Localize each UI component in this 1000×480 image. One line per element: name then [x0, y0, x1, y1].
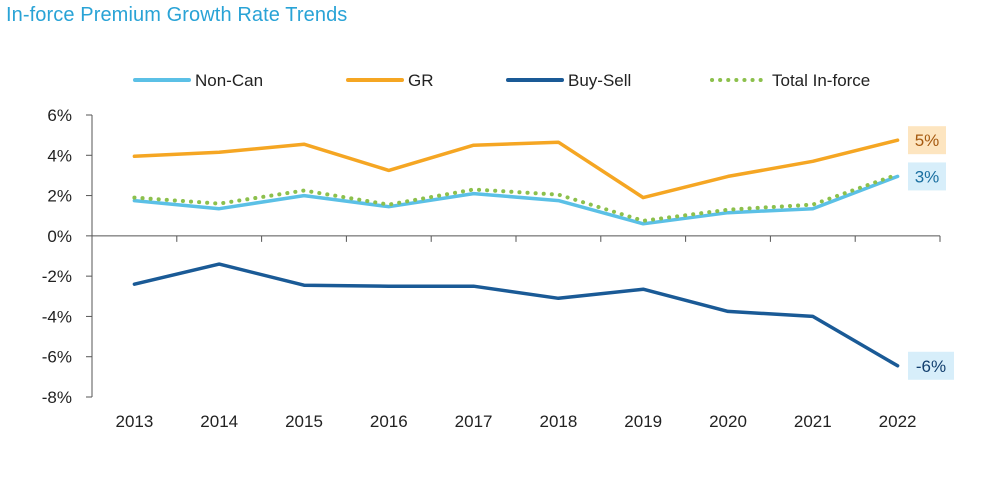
y-tick-label: -6%: [42, 348, 72, 367]
callout-label-gr: 5%: [915, 131, 940, 150]
y-tick-label: 2%: [47, 187, 72, 206]
x-tick-label: 2014: [200, 412, 238, 431]
callout-box-gr: [908, 126, 946, 155]
series-layer: [132, 138, 900, 368]
series-line-gr: [132, 138, 900, 200]
series-line-non-can: [132, 174, 900, 226]
x-tick-label: 2019: [624, 412, 662, 431]
callouts: 5% 3% -6%: [908, 126, 954, 380]
y-tick-label: -2%: [42, 267, 72, 286]
x-tick-label: 2018: [539, 412, 577, 431]
axes: 6% 4% 2% 0% -2% -4% -6% -8% 2013 2014 2015 2016 2017…: [42, 106, 941, 431]
x-tick-label: 2016: [370, 412, 408, 431]
x-tick-label: 2013: [115, 412, 153, 431]
callout-label-non-can: 3%: [915, 167, 940, 186]
x-tick-label: 2015: [285, 412, 323, 431]
x-tick-label: 2020: [709, 412, 747, 431]
legend-label-buy-sell: Buy-Sell: [568, 71, 631, 90]
chart-title: In-force Premium Growth Rate Trends: [6, 4, 348, 26]
y-tick-label: 0%: [47, 227, 72, 246]
y-tick-label: -4%: [42, 307, 72, 326]
legend: Non-Can GR Buy-Sell Total In-force: [133, 71, 870, 90]
callout-label-buy-sell: -6%: [916, 357, 946, 376]
callout-box-buy-sell: [908, 351, 954, 380]
y-tick-label: 4%: [47, 146, 72, 165]
x-tick-label: 2017: [455, 412, 493, 431]
series-line-buy-sell: [132, 262, 900, 368]
y-tick-label: 6%: [47, 106, 72, 125]
callout-box-non-can: [908, 162, 946, 191]
series-line-total-in-force: [132, 172, 900, 223]
x-tick-label: 2022: [879, 412, 917, 431]
x-tick-label: 2021: [794, 412, 832, 431]
legend-label-gr: GR: [408, 71, 434, 90]
legend-label-non-can: Non-Can: [195, 71, 263, 90]
legend-label-total-in-force: Total In-force: [772, 71, 870, 90]
y-tick-label: -8%: [42, 388, 72, 407]
